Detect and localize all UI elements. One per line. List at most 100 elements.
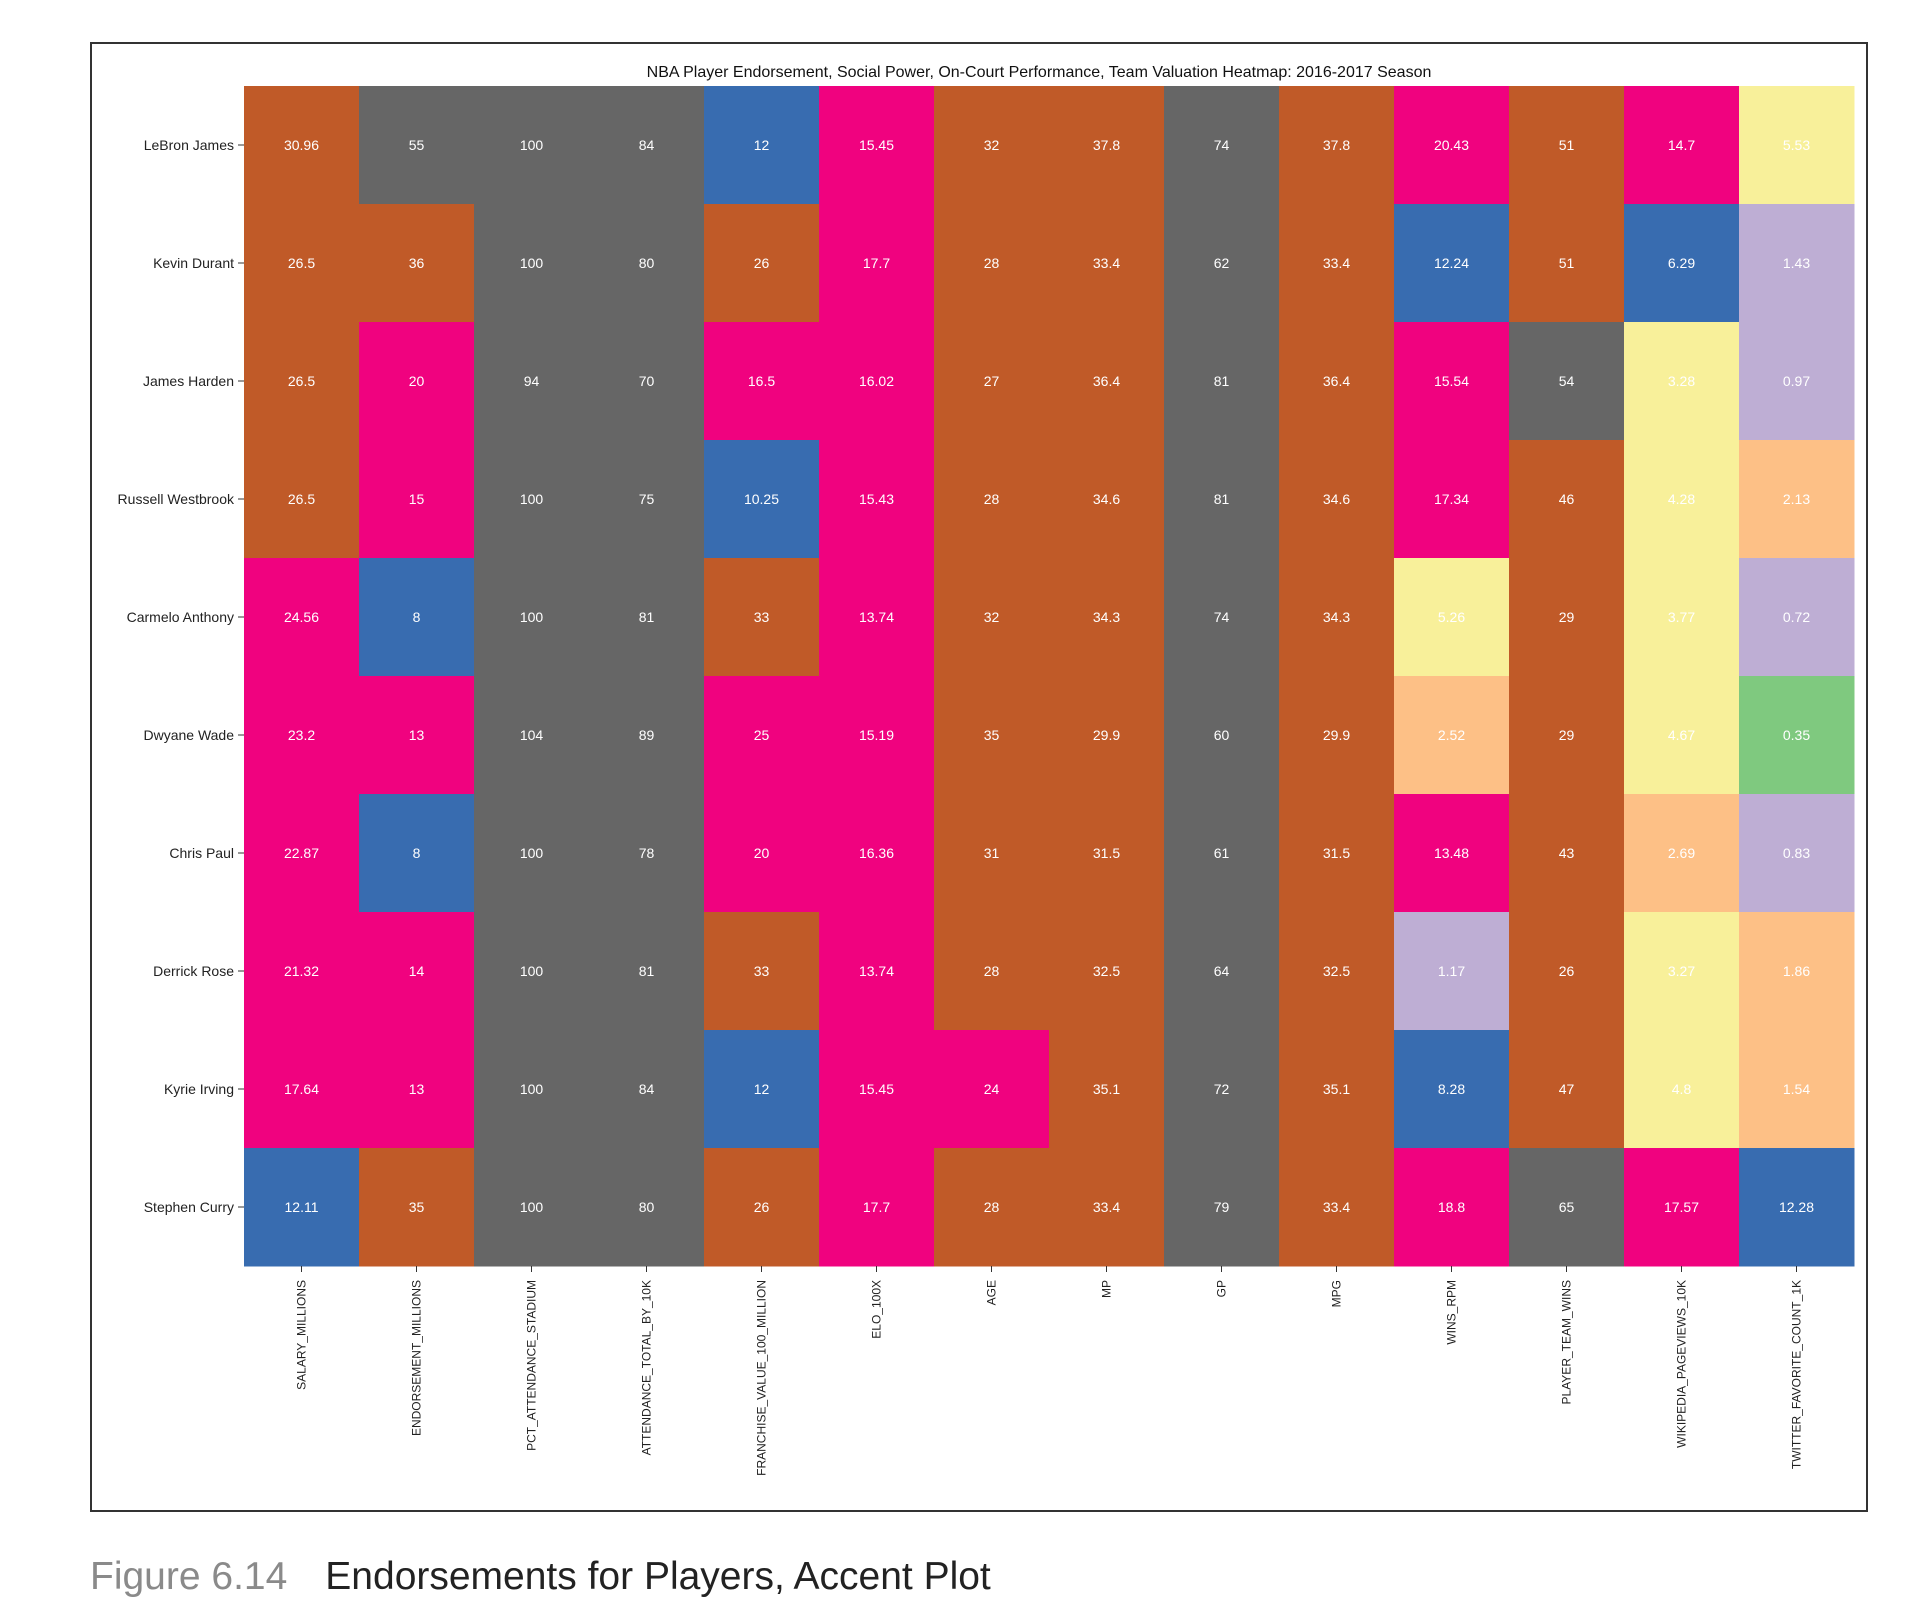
cell-value-label: 15.54 [1434,373,1469,389]
column-label: FRANCHISE_VALUE_100_MILLION [755,1280,769,1476]
heatmap-cell [474,558,590,677]
caption-number: Figure 6.14 [90,1555,288,1598]
heatmap-cell [244,204,360,323]
cell-value-label: 74 [1214,137,1230,153]
heatmap-cell [244,322,360,441]
cell-value-label: 8 [413,845,421,861]
heatmap-cell [1509,440,1625,559]
cell-value-label: 34.6 [1323,491,1350,507]
heatmap-cell [1739,1030,1855,1149]
cell-value-label: 100 [520,491,544,507]
cell-value-label: 47 [1559,1081,1575,1097]
cell-value-label: 5.26 [1438,609,1465,625]
heatmap-cell [819,676,935,795]
heatmap-cell [359,558,475,677]
heatmap-cell [1739,204,1855,323]
heatmap-cell [589,558,705,677]
cell-value-label: 33.4 [1093,1199,1120,1215]
heatmap-cell [819,912,935,1031]
heatmap-cell [1739,1148,1855,1267]
heatmap-cell [359,86,475,205]
cell-value-label: 81 [1214,373,1230,389]
heatmap-cell [1624,1030,1740,1149]
cell-value-label: 36 [409,255,425,271]
heatmap-cell [1509,1148,1625,1267]
cell-value-label: 14.7 [1668,137,1695,153]
row-label: Derrick Rose [153,963,234,979]
cell-value-label: 3.77 [1668,609,1695,625]
heatmap-cell [1164,1148,1280,1267]
heatmap-cell [359,1148,475,1267]
cell-value-label: 24.56 [284,609,319,625]
cell-value-label: 61 [1214,845,1230,861]
cell-value-label: 8 [413,609,421,625]
cell-value-label: 35 [984,727,1000,743]
heatmap-cell [704,204,820,323]
cell-value-label: 32.5 [1093,963,1120,979]
row-label: Kyrie Irving [164,1081,234,1097]
column-label: MP [1100,1280,1114,1298]
cell-value-label: 1.43 [1783,255,1810,271]
cell-value-label: 28 [984,491,1000,507]
cell-value-label: 26.5 [288,255,315,271]
cell-value-label: 55 [409,137,425,153]
cell-value-label: 24 [984,1081,1000,1097]
cell-value-label: 5.53 [1783,137,1810,153]
heatmap-cell [359,794,475,913]
cell-value-label: 0.72 [1783,609,1810,625]
cell-value-label: 10.25 [744,491,779,507]
heatmap-cell [704,558,820,677]
cell-value-label: 12 [754,137,770,153]
row-label: Stephen Curry [144,1199,234,1215]
cell-value-label: 12.24 [1434,255,1469,271]
cell-value-label: 18.8 [1438,1199,1465,1215]
cell-value-label: 35 [409,1199,425,1215]
heatmap-cell [934,322,1050,441]
heatmap-cell [1739,322,1855,441]
heatmap-cell [934,794,1050,913]
cell-value-label: 81 [1214,491,1230,507]
cell-value-label: 54 [1559,373,1575,389]
cell-value-label: 78 [639,845,655,861]
heatmap-cell [1624,558,1740,677]
cell-value-label: 12.11 [285,1199,319,1215]
cell-value-label: 17.7 [863,1199,890,1215]
heatmap-cell [1394,204,1510,323]
heatmap-cell [474,86,590,205]
heatmap-cell [1739,558,1855,677]
cell-value-label: 84 [639,137,655,153]
heatmap-cell [474,794,590,913]
cell-value-label: 26 [754,1199,770,1215]
row-label: Dwyane Wade [143,727,234,743]
cell-value-label: 81 [639,609,655,625]
cell-value-label: 32.5 [1323,963,1350,979]
cell-value-label: 29.9 [1093,727,1120,743]
cell-value-label: 1.17 [1438,963,1465,979]
heatmap-cell [1279,86,1395,205]
heatmap-cell [1049,912,1165,1031]
heatmap-cell [704,1148,820,1267]
heatmap-cell [359,676,475,795]
heatmap-cell [589,204,705,323]
column-label: SALARY_MILLIONS [295,1280,309,1390]
heatmap-cells: 30.96 55 100 84 12 15.45 32 37.8 74 37.8 20.43 51 14… [244,86,1855,1267]
cell-value-label: 34.3 [1093,609,1120,625]
row-label: LeBron James [144,137,234,153]
heatmap-cell [1279,676,1395,795]
cell-value-label: 60 [1214,727,1230,743]
heatmap-cell [1164,558,1280,677]
cell-value-label: 25 [754,727,770,743]
cell-value-label: 36.4 [1323,373,1350,389]
heatmap-cell [1394,794,1510,913]
heatmap-cell [1279,322,1395,441]
cell-value-label: 74 [1214,609,1230,625]
column-label: PLAYER_TEAM_WINS [1560,1280,1574,1404]
cell-value-label: 16.5 [748,373,775,389]
cell-value-label: 79 [1214,1199,1230,1215]
heatmap-cell [1394,676,1510,795]
heatmap-cell [359,1030,475,1149]
heatmap-cell [704,794,820,913]
cell-value-label: 70 [639,373,655,389]
cell-value-label: 0.83 [1783,845,1810,861]
cell-value-label: 64 [1214,963,1230,979]
